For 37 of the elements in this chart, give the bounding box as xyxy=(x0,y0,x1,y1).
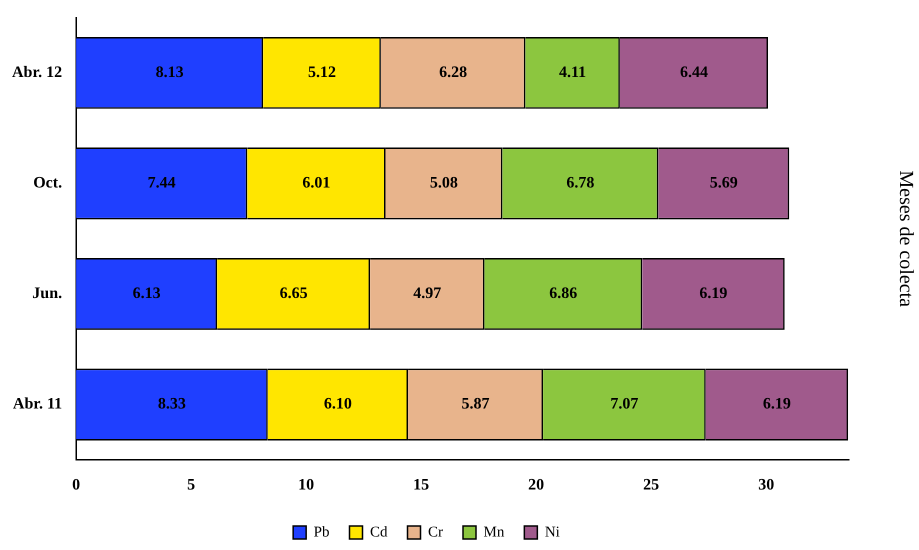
data-label: 6.13 xyxy=(132,285,161,302)
data-label: 5.69 xyxy=(710,174,738,192)
data-label: 8.33 xyxy=(158,396,186,413)
data-label: 7.44 xyxy=(148,174,176,192)
x-tick-label: 5 xyxy=(187,476,196,494)
x-tick-label: 15 xyxy=(413,476,430,494)
data-label: 6.44 xyxy=(680,64,708,82)
y-tick-label: Abr. 11 xyxy=(12,396,62,413)
legend-label: Mn xyxy=(484,524,505,540)
data-label: 4.11 xyxy=(559,64,586,82)
x-tick-label: 0 xyxy=(72,476,80,494)
data-label: 7.07 xyxy=(610,396,638,413)
data-label: 6.01 xyxy=(302,174,330,192)
legend-label: Cd xyxy=(370,524,388,540)
legend-label: Ni xyxy=(544,524,560,540)
x-tick-label: 30 xyxy=(758,476,774,494)
data-label: 6.65 xyxy=(280,285,308,302)
y-tick-label: Abr. 12 xyxy=(12,64,62,82)
data-label: 6.78 xyxy=(566,174,594,192)
data-label: 8.13 xyxy=(156,64,184,82)
legend-label: Pb xyxy=(314,524,330,540)
data-label: 5.12 xyxy=(308,64,336,82)
x-tick-label: 25 xyxy=(643,476,660,494)
x-tick-label: 10 xyxy=(298,476,314,494)
y-tick-label: Jun. xyxy=(32,285,62,302)
data-label: 5.08 xyxy=(430,174,458,192)
data-label: 6.28 xyxy=(439,64,468,82)
y-axis-title: Meses de colecta xyxy=(894,170,917,308)
data-label: 5.87 xyxy=(462,396,490,413)
legend-label: Cr xyxy=(428,524,444,540)
data-label: 6.10 xyxy=(324,396,352,413)
data-label: 4.97 xyxy=(413,285,442,302)
y-tick-label: Oct. xyxy=(33,174,62,192)
data-label: 6.19 xyxy=(762,396,791,413)
data-label: 6.86 xyxy=(549,285,578,302)
data-label: 6.19 xyxy=(699,285,728,302)
x-tick-label: 20 xyxy=(528,476,544,494)
